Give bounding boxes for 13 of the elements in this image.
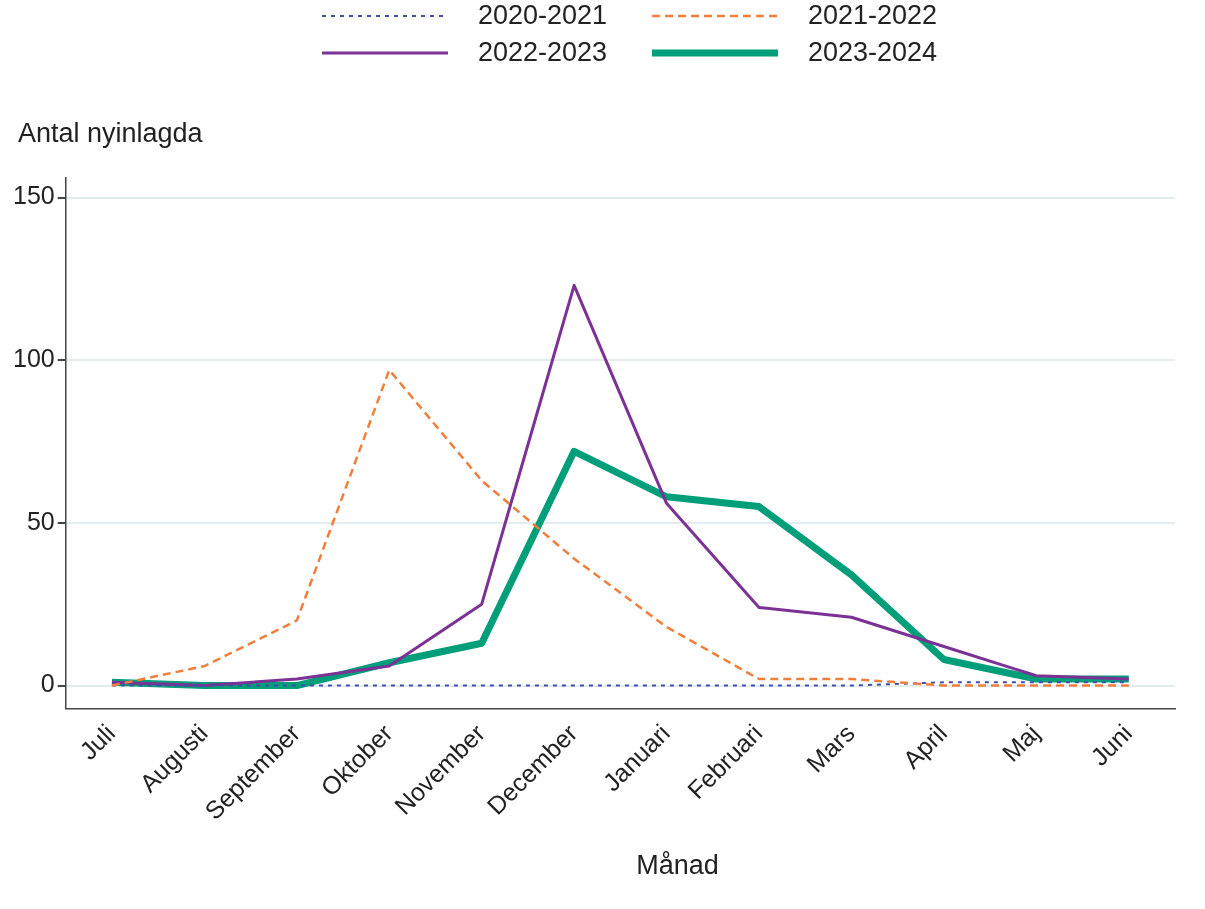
- y-tick-label: 150: [12, 181, 55, 210]
- legend-label: 2023-2024: [808, 37, 938, 68]
- line-series: [110, 368, 1131, 687]
- y-tick-label: 100: [12, 344, 55, 373]
- legend-label: 2021-2022: [808, 0, 938, 31]
- x-tick-label: Juli: [74, 718, 121, 765]
- x-axis-title: Månad: [635, 850, 720, 881]
- x-tick-label: Maj: [996, 718, 1045, 767]
- legend-label: 2020-2021: [478, 0, 608, 31]
- y-tick-label: 50: [26, 506, 55, 535]
- y-axis-title: Antal nyinlagda: [18, 118, 203, 149]
- legend-label: 2022-2023: [478, 37, 608, 68]
- y-tick-label: 0: [40, 669, 55, 698]
